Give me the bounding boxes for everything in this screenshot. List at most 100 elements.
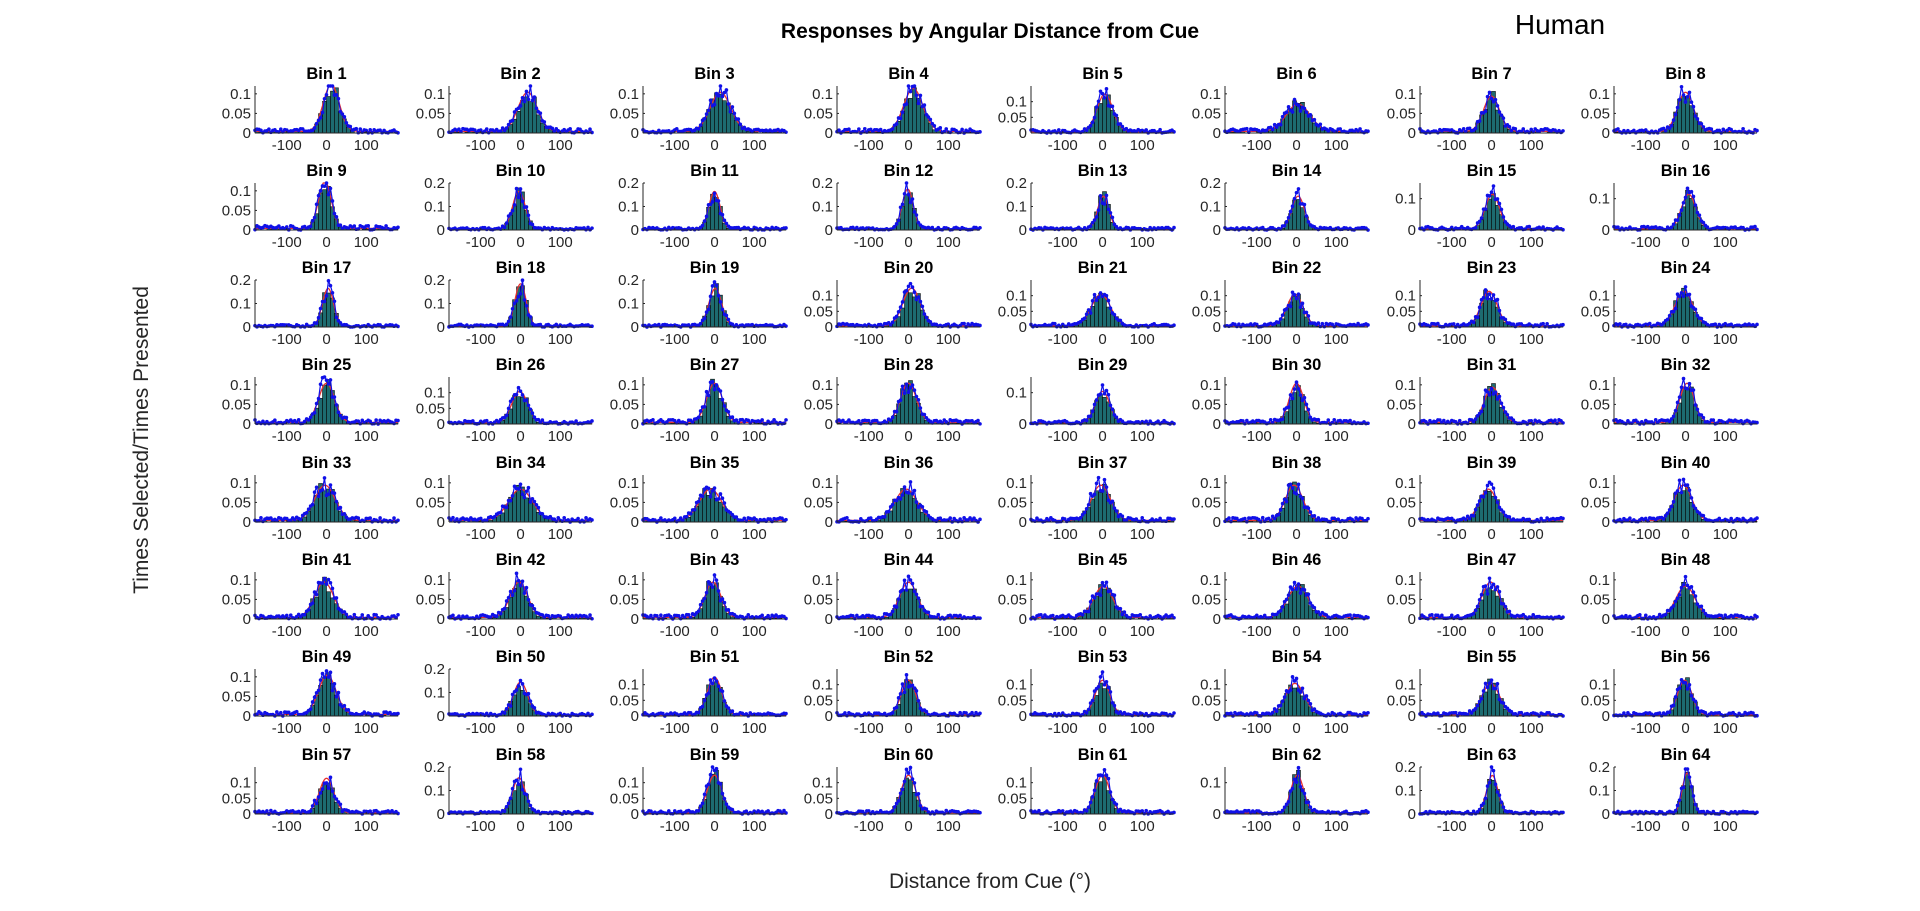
x-tick-label: -100 — [1631, 234, 1661, 251]
data-point — [1679, 208, 1684, 212]
data-point — [1677, 294, 1682, 299]
data-point — [1304, 310, 1309, 315]
data-point — [1519, 129, 1524, 134]
data-point — [1473, 226, 1478, 230]
data-point — [1693, 403, 1698, 407]
data-point — [1741, 126, 1745, 131]
data-point — [1473, 126, 1478, 131]
data-point — [1366, 516, 1370, 521]
data-point — [914, 500, 919, 504]
x-tick-label: -100 — [1631, 526, 1661, 543]
data-point — [1461, 127, 1466, 131]
histogram-bar — [524, 497, 529, 523]
histogram-bar — [1487, 198, 1492, 231]
data-point — [528, 315, 533, 319]
data-point — [330, 199, 335, 203]
data-point — [904, 288, 909, 293]
data-point — [1489, 190, 1494, 194]
x-tick-label: -100 — [466, 234, 496, 251]
data-point — [1475, 503, 1480, 507]
x-tick-label: -100 — [1048, 331, 1078, 348]
panel-title: Bin 7 — [1471, 65, 1511, 83]
x-tick-label: 100 — [1130, 331, 1155, 348]
data-point — [1086, 502, 1091, 507]
data-point — [894, 314, 899, 319]
y-tick-label: 0.1 — [1589, 191, 1610, 208]
y-tick-label: 0.1 — [1200, 475, 1221, 492]
data-point — [478, 128, 483, 132]
data-point — [1272, 122, 1277, 127]
y-tick-label: 0.05 — [1581, 494, 1610, 511]
data-point — [716, 199, 721, 203]
y-tick-label: 0.1 — [1395, 288, 1416, 305]
y-tick-label: 0 — [631, 514, 639, 531]
data-point — [330, 586, 335, 591]
data-point — [1096, 99, 1101, 104]
histogram-bar — [326, 591, 331, 620]
data-point — [1090, 298, 1095, 303]
data-point — [316, 396, 321, 401]
y-tick-label: 0.05 — [1581, 303, 1610, 320]
data-point — [1296, 187, 1301, 191]
data-point — [1681, 200, 1686, 205]
panel-title: Bin 27 — [690, 356, 740, 374]
data-point — [1681, 376, 1686, 381]
y-tick-label: 0 — [1408, 125, 1416, 142]
data-point — [902, 485, 907, 489]
data-point — [518, 389, 523, 393]
data-point — [1489, 482, 1494, 486]
data-point — [1260, 515, 1265, 520]
y-tick-label: 0 — [1019, 416, 1027, 433]
data-point — [898, 497, 903, 501]
data-point — [1245, 126, 1249, 131]
y-tick-label: 0.1 — [1006, 94, 1027, 111]
data-point — [882, 515, 887, 519]
x-axis-label: Distance from Cue (°) — [889, 870, 1091, 893]
x-tick-label: -100 — [660, 137, 690, 154]
data-point — [900, 493, 905, 497]
y-tick-label: 0.1 — [230, 296, 251, 313]
y-tick-label: 0 — [243, 611, 251, 628]
data-point — [760, 418, 764, 422]
y-tick-label: 0 — [243, 514, 251, 531]
data-point — [1092, 402, 1097, 407]
data-point — [1358, 127, 1362, 131]
data-point — [1306, 506, 1311, 510]
data-point — [906, 192, 911, 197]
panel-title: Bin 3 — [694, 65, 734, 83]
data-point — [1667, 313, 1672, 318]
data-point — [1675, 105, 1680, 110]
data-point — [1114, 113, 1119, 118]
x-tick-label: 0 — [904, 331, 912, 348]
data-point — [976, 418, 980, 423]
y-tick-label: 0 — [1213, 319, 1221, 336]
data-point — [924, 510, 929, 514]
x-tick-label: -100 — [854, 331, 884, 348]
x-tick-label: -100 — [1631, 137, 1661, 154]
data-point — [314, 202, 319, 207]
figure-title: Responses by Angular Distance from Cue — [781, 20, 1199, 43]
data-point — [1120, 514, 1125, 518]
data-point — [1114, 415, 1119, 419]
data-point — [1088, 414, 1093, 418]
x-tick-label: 0 — [322, 331, 330, 348]
data-point — [1661, 517, 1666, 521]
y-tick-label: 0.1 — [1006, 385, 1027, 402]
histogram-bar — [920, 511, 925, 523]
data-point — [352, 612, 357, 617]
data-point — [700, 223, 705, 228]
histogram-bar — [904, 492, 909, 523]
data-point — [914, 394, 919, 399]
data-point — [1268, 417, 1273, 422]
y-tick-label: 0 — [825, 125, 833, 142]
data-point — [526, 403, 531, 408]
data-point — [708, 494, 713, 499]
panel-title: Bin 38 — [1272, 454, 1322, 472]
data-point — [890, 127, 895, 131]
data-point — [1282, 224, 1287, 228]
histogram-bar — [1284, 411, 1289, 425]
